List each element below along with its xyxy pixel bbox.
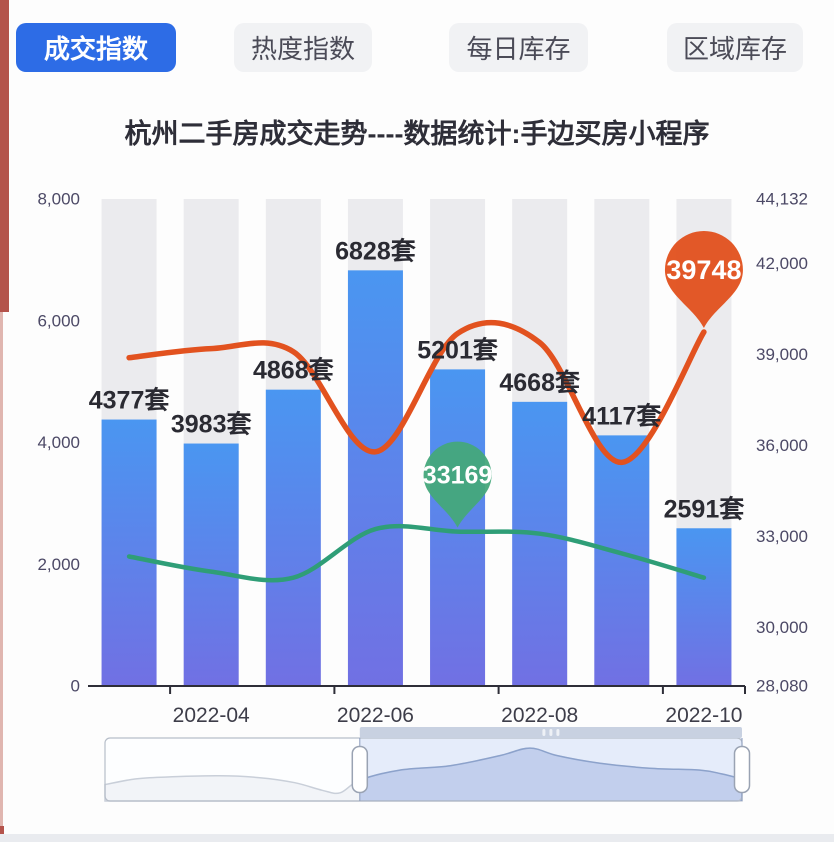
bar-value-label: 5201套 [417, 336, 499, 364]
slider-grip-icon [549, 729, 553, 736]
right-axis-tick-label: 42,000 [756, 254, 808, 273]
bar[interactable] [512, 401, 568, 686]
bar-value-label: 6828套 [335, 237, 417, 265]
right-axis-tick-label: 39,000 [756, 345, 808, 364]
marker-orange-pin-icon[interactable] [664, 231, 743, 329]
tab-region-inventory[interactable]: 区域库存 [667, 23, 803, 72]
right-axis-tick-label: 36,000 [756, 436, 808, 455]
right-axis-tick-label: 28,080 [756, 677, 808, 696]
tab-daily-inventory[interactable]: 每日库存 [449, 23, 588, 72]
marker-green-pin-icon[interactable] [423, 441, 492, 528]
slider-grip-icon [542, 729, 546, 736]
left-axis-tick-label: 0 [71, 677, 80, 696]
bar[interactable] [265, 389, 321, 686]
line-orange-index[interactable] [126, 319, 707, 466]
left-axis-tick-label: 4,000 [37, 433, 80, 452]
bar[interactable] [101, 419, 157, 686]
marker-green-value: 33169 [423, 462, 493, 490]
left-axis-tick-label: 8,000 [37, 190, 80, 209]
bar-value-label: 4377套 [89, 387, 171, 415]
tab-transaction-index[interactable]: 成交指数 [16, 23, 176, 72]
bar[interactable] [676, 528, 732, 686]
bar[interactable] [347, 270, 403, 686]
x-axis-label: 2022-08 [501, 704, 578, 727]
marker-orange-value: 39748 [666, 255, 741, 285]
bar-value-label: 2591套 [664, 495, 746, 523]
tab-heat-index[interactable]: 热度指数 [234, 23, 372, 72]
bar[interactable] [183, 443, 239, 686]
right-axis-tick-label: 33,000 [756, 527, 808, 546]
x-axis-label: 2022-06 [337, 704, 414, 727]
data-zoom-slider[interactable] [104, 727, 751, 802]
slider-grip-icon [556, 729, 560, 736]
slider-handle-left[interactable] [351, 745, 369, 794]
chart-title: 杭州二手房成交走势----数据统计:手边买房小程序 [124, 119, 710, 149]
x-axis-label: 2022-10 [665, 704, 742, 727]
bar[interactable] [430, 369, 486, 686]
bottom-edge-band [0, 834, 834, 842]
right-axis-tick-label: 30,000 [756, 618, 808, 637]
slider-data-shadow-selected [359, 747, 742, 801]
right-axis-tick-label: 44,132 [756, 190, 808, 209]
left-axis-tick-label: 6,000 [37, 311, 80, 330]
bar-value-label: 4668套 [499, 369, 581, 397]
bar-value-label: 4117套 [582, 402, 662, 430]
x-axis-label: 2022-04 [173, 704, 250, 727]
slider-handle-right[interactable] [733, 745, 751, 794]
bar-value-label: 3983套 [171, 411, 253, 439]
left-axis-tick-label: 2,000 [37, 555, 80, 574]
bar-value-label: 4868套 [253, 357, 335, 385]
line-green-index[interactable] [126, 523, 707, 583]
